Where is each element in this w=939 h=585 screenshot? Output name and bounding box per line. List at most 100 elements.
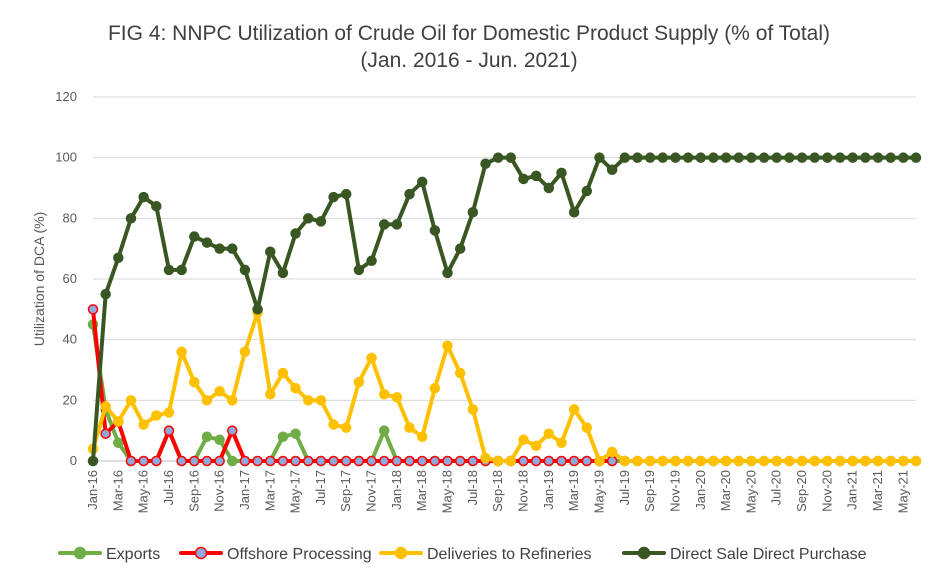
- x-tick-label: Jan-21: [845, 470, 860, 510]
- data-point: [163, 407, 175, 418]
- data-point: [176, 455, 187, 467]
- x-tick-label: Jan-19: [541, 470, 556, 510]
- data-point: [252, 455, 263, 467]
- data-point: [644, 455, 656, 467]
- gridlines: [93, 96, 916, 462]
- data-point: [910, 455, 922, 467]
- data-point: [442, 340, 453, 351]
- data-point: [138, 455, 149, 467]
- data-point: [796, 152, 808, 163]
- y-tick-label: 60: [63, 271, 77, 286]
- data-point: [151, 410, 162, 421]
- data-point: [239, 264, 251, 276]
- chart-subtitle: (Jan. 2016 - Jun. 2021): [360, 49, 577, 72]
- chart-title: FIG 4: NNPC Utilization of Crude Oil for…: [108, 22, 830, 45]
- data-point: [429, 382, 441, 394]
- data-point: [151, 455, 162, 467]
- data-point: [277, 431, 289, 442]
- data-point: [239, 346, 251, 358]
- data-point: [834, 455, 846, 467]
- data-point: [277, 367, 289, 379]
- x-tick-label: Mar-18: [414, 470, 429, 511]
- x-tick-label: Nov-20: [819, 470, 834, 512]
- x-tick-label: Sep-18: [490, 470, 505, 512]
- data-point: [176, 346, 187, 358]
- data-point: [568, 404, 580, 415]
- data-point: [227, 395, 238, 406]
- data-point: [885, 152, 896, 163]
- data-point: [708, 455, 719, 467]
- data-point: [581, 422, 593, 433]
- data-point: [378, 389, 390, 400]
- data-point: [227, 425, 238, 436]
- data-point: [910, 152, 922, 163]
- data-point: [290, 382, 301, 394]
- data-point: [746, 152, 757, 163]
- data-point: [214, 243, 225, 254]
- y-tick-label: 20: [63, 392, 77, 407]
- data-point: [214, 455, 225, 467]
- data-point: [214, 385, 225, 397]
- data-point: [366, 255, 377, 267]
- x-tick-label: May-21: [895, 470, 910, 513]
- y-tick-label: 0: [70, 453, 77, 468]
- data-point: [315, 216, 327, 227]
- series-deliveries-to-refineries: [87, 307, 922, 467]
- data-point: [530, 455, 542, 467]
- data-point: [746, 455, 757, 467]
- data-point: [239, 455, 251, 467]
- data-point: [644, 152, 656, 163]
- data-point: [189, 455, 200, 467]
- data-point: [454, 455, 466, 467]
- x-tick-label: Jul-19: [617, 470, 632, 505]
- x-tick-label: Nov-18: [515, 470, 530, 512]
- legend-label: Offshore Processing: [227, 546, 372, 563]
- data-point: [277, 455, 289, 467]
- data-point: [328, 455, 339, 467]
- data-point: [809, 455, 820, 467]
- x-tick-label: Jan-16: [85, 470, 100, 510]
- x-tick-label: Jul-17: [313, 470, 328, 505]
- x-tick-label: Nov-16: [212, 470, 227, 512]
- x-tick-label: May-17: [288, 470, 303, 513]
- data-point: [416, 455, 428, 467]
- data-point: [505, 455, 517, 467]
- data-point: [87, 455, 99, 467]
- data-point: [378, 455, 390, 467]
- data-point: [189, 231, 200, 242]
- data-point: [695, 455, 707, 467]
- data-point: [860, 455, 871, 467]
- x-tick-label: Nov-19: [667, 470, 682, 512]
- data-point: [163, 264, 175, 276]
- data-point: [340, 422, 352, 433]
- series-line: [91, 155, 918, 463]
- data-point: [619, 455, 631, 467]
- x-tick-labels: Jan-16 Mar-16 May-16 Jul-16 Sep-16 Nov-16 Jan-…: [85, 470, 910, 513]
- data-point: [872, 152, 884, 163]
- data-point: [201, 455, 213, 467]
- data-point: [670, 455, 681, 467]
- data-point: [872, 455, 884, 467]
- data-point: [125, 213, 137, 224]
- data-point: [822, 152, 833, 163]
- data-point: [302, 213, 314, 224]
- data-point: [100, 401, 111, 412]
- series-line: [91, 307, 615, 463]
- data-point: [530, 440, 542, 452]
- data-point: [201, 431, 213, 442]
- data-point: [784, 455, 795, 467]
- data-point: [100, 428, 111, 439]
- data-point: [467, 207, 479, 218]
- x-tick-label: Mar-21: [870, 470, 885, 511]
- data-point: [556, 167, 567, 179]
- legend-item: Deliveries to Refineries: [379, 546, 592, 563]
- data-point: [353, 376, 365, 388]
- x-tick-label: Jul-16: [161, 470, 176, 505]
- data-point: [530, 170, 542, 182]
- data-point: [138, 419, 149, 430]
- data-point: [138, 191, 149, 203]
- data-point: [606, 446, 618, 458]
- x-tick-label: Mar-17: [262, 470, 277, 511]
- data-point: [733, 152, 744, 163]
